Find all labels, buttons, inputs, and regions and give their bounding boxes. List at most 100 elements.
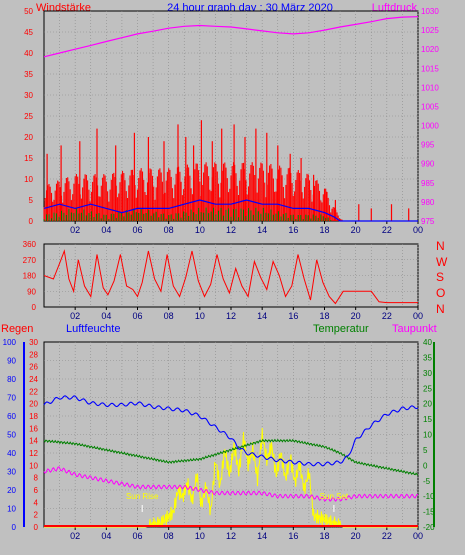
rain-axis-tick-label: 0 bbox=[34, 523, 39, 532]
pressure-axis-tick-label: 985 bbox=[421, 179, 435, 188]
temperature-axis-title: Temperatur bbox=[313, 323, 369, 335]
rain-axis-tick-label: 16 bbox=[29, 424, 38, 433]
wind-axis-tick-label: 10 bbox=[24, 175, 33, 184]
temperature-axis-tick-label: 35 bbox=[423, 353, 432, 362]
rain-axis-tick-label: 24 bbox=[29, 375, 38, 384]
x-tick-label: 16 bbox=[288, 531, 298, 541]
x-tick-label: 00 bbox=[413, 225, 423, 235]
humidity-axis-tick-label: 50 bbox=[7, 431, 16, 440]
x-tick-label: 16 bbox=[288, 311, 298, 321]
pressure-axis-tick-label: 1010 bbox=[421, 83, 439, 92]
direction-labels: N W S O N bbox=[436, 239, 448, 316]
temperature-axis-tick-label: -5 bbox=[423, 477, 431, 486]
temperature-axis-tick-label: 15 bbox=[423, 415, 432, 424]
x-tick-label: 06 bbox=[132, 225, 142, 235]
x-tick-label: 14 bbox=[257, 225, 267, 235]
pressure-axis-tick-label: 975 bbox=[421, 217, 435, 226]
rain-axis-tick-label: 4 bbox=[34, 498, 39, 507]
rain-axis-tick-label: 12 bbox=[29, 449, 38, 458]
dewpoint-axis-title: Taupunkt bbox=[392, 323, 437, 335]
x-tick-label: 20 bbox=[351, 311, 361, 321]
humidity-line bbox=[43, 395, 419, 467]
wind-axis-tick-label: 35 bbox=[24, 70, 33, 79]
x-tick-label: 18 bbox=[319, 225, 329, 235]
rain-axis-tick-label: 2 bbox=[34, 511, 39, 520]
x-tick-label: 10 bbox=[195, 225, 205, 235]
x-tick-label: 02 bbox=[70, 311, 80, 321]
direction-axis-tick-label: 180 bbox=[23, 272, 37, 281]
sunset-label: Sun Set bbox=[320, 492, 349, 501]
x-tick-label: 20 bbox=[351, 531, 361, 541]
humidity-axis-tick-label: 10 bbox=[7, 505, 16, 514]
x-tick-label: 08 bbox=[164, 311, 174, 321]
rain-axis-tick-label: 28 bbox=[29, 350, 38, 359]
x-tick-label: 02 bbox=[70, 225, 80, 235]
direction-label-n-top: N bbox=[436, 239, 445, 253]
x-tick-label: 12 bbox=[226, 225, 236, 235]
x-tick-label: 14 bbox=[257, 531, 267, 541]
pressure-axis-tick-label: 1005 bbox=[421, 103, 439, 112]
humidity-axis-tick-label: 40 bbox=[7, 449, 16, 458]
sunrise-label: Sun Rise bbox=[126, 492, 159, 501]
wind-axis-tick-label: 25 bbox=[24, 112, 33, 121]
x-tick-label: 22 bbox=[382, 311, 392, 321]
x-tick-label: 06 bbox=[132, 531, 142, 541]
pressure-axis-tick-label: 1015 bbox=[421, 64, 439, 73]
wind-pressure-panel: 02 04 06 08 10 12 14 16 18 20 22 000510152025303540… bbox=[24, 7, 439, 235]
x-tick-label: 14 bbox=[257, 311, 267, 321]
temperature-axis-tick-label: 40 bbox=[423, 338, 432, 347]
rain-axis-tick-label: 8 bbox=[34, 474, 39, 483]
temperature-axis-tick-label: -20 bbox=[423, 523, 435, 532]
direction-label-n-bottom: N bbox=[436, 302, 445, 316]
temperature-axis-tick-label: 10 bbox=[423, 431, 432, 440]
x-tick-label: 18 bbox=[319, 311, 329, 321]
direction-axis-tick-label: 270 bbox=[23, 256, 37, 265]
rain-axis-tick-label: 26 bbox=[29, 363, 38, 372]
temperature-line bbox=[43, 438, 419, 476]
rain-axis-tick-label: 14 bbox=[29, 437, 38, 446]
pressure-axis-tick-label: 1020 bbox=[421, 45, 439, 54]
direction-axis-tick-label: 360 bbox=[23, 240, 37, 249]
direction-axis-tick-label: 90 bbox=[27, 287, 36, 296]
wind-axis-tick-label: 40 bbox=[24, 49, 33, 58]
rain-axis-tick-label: 30 bbox=[29, 338, 38, 347]
x-tick-label: 04 bbox=[101, 531, 111, 541]
humidity-axis-tick-label: 0 bbox=[12, 523, 17, 532]
x-tick-label: 04 bbox=[101, 225, 111, 235]
humidity-axis-tick-label: 20 bbox=[7, 486, 16, 495]
x-tick-label: 20 bbox=[351, 225, 361, 235]
x-tick-label: 12 bbox=[226, 531, 236, 541]
temperature-axis-tick-label: -15 bbox=[423, 508, 435, 517]
wind-axis-tick-label: 45 bbox=[24, 28, 33, 37]
wind-axis-tick-label: 5 bbox=[29, 196, 34, 205]
wind-axis-tick-label: 20 bbox=[24, 133, 33, 142]
humidity-axis-tick-label: 70 bbox=[7, 394, 16, 403]
rain-axis-title: Regen bbox=[1, 323, 33, 335]
x-tick-label: 00 bbox=[413, 531, 423, 541]
x-tick-label: 10 bbox=[195, 531, 205, 541]
wind-axis-tick-label: 0 bbox=[29, 217, 34, 226]
humidity-axis-title: Luftfeuchte bbox=[66, 323, 120, 335]
climate-panel: 02 04 06 08 10 12 14 16 18 20 22 000102030405060708… bbox=[3, 338, 435, 541]
pressure-axis-tick-label: 995 bbox=[421, 141, 435, 150]
x-tick-label: 06 bbox=[132, 311, 142, 321]
wind-axis-tick-label: 30 bbox=[24, 91, 33, 100]
x-tick-label: 02 bbox=[70, 531, 80, 541]
x-tick-label: 04 bbox=[101, 311, 111, 321]
wind-average-line bbox=[43, 199, 418, 222]
rain-axis-tick-label: 20 bbox=[29, 400, 38, 409]
humidity-axis-tick-label: 80 bbox=[7, 375, 16, 384]
x-tick-label: 00 bbox=[413, 311, 423, 321]
humidity-axis-tick-label: 90 bbox=[7, 357, 16, 366]
x-tick-label: 08 bbox=[164, 531, 174, 541]
x-tick-label: 12 bbox=[226, 311, 236, 321]
temperature-axis-tick-label: -10 bbox=[423, 492, 435, 501]
temperature-axis-tick-label: 20 bbox=[423, 400, 432, 409]
direction-axis-tick-label: 0 bbox=[32, 303, 37, 312]
direction-label-s: S bbox=[436, 270, 444, 284]
dewpoint-line bbox=[43, 466, 419, 502]
x-tick-label: 10 bbox=[195, 311, 205, 321]
x-tick-label: 08 bbox=[164, 225, 174, 235]
